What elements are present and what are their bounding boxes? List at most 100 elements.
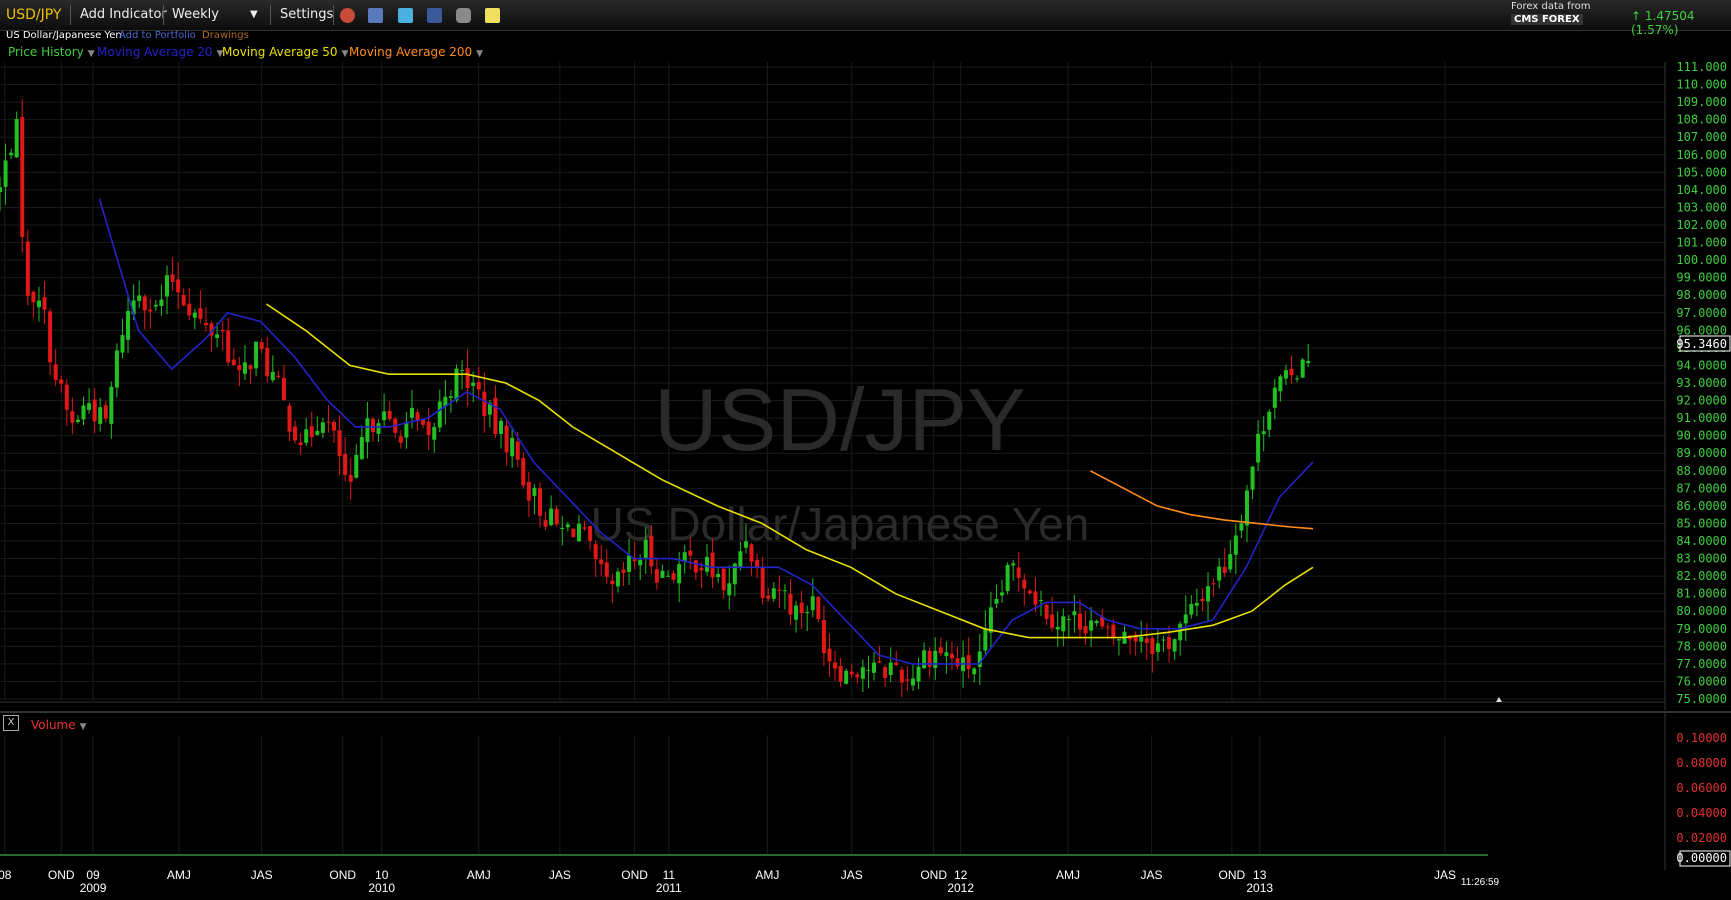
candle <box>25 229 30 306</box>
candle <box>499 417 504 449</box>
time-tick-label: 2009 <box>80 881 107 895</box>
candle <box>1066 614 1071 638</box>
calendar-icon[interactable] <box>368 8 383 23</box>
candle <box>888 647 893 683</box>
candle <box>1055 611 1060 647</box>
candle <box>799 590 804 629</box>
candle <box>760 556 765 605</box>
grid-lines <box>0 62 1666 855</box>
price-tick-label: 79.0000 <box>1676 622 1727 636</box>
volume-tick-label: 0.02000 <box>1676 831 1727 845</box>
legend-ma20[interactable]: Moving Average 20 ▼ <box>97 45 224 59</box>
candle <box>75 415 80 424</box>
candle <box>582 520 587 531</box>
add-indicator-button[interactable]: Add Indicator <box>80 7 167 22</box>
instrument-name: US Dollar/Japanese Yen <box>6 30 122 41</box>
candle <box>877 645 882 664</box>
time-readout: 11:26:59 <box>1461 877 1500 888</box>
candle <box>1228 539 1233 573</box>
forex-label: Forex data from <box>1511 1 1591 12</box>
drawings-link[interactable]: Drawings <box>202 30 249 41</box>
chevron-down-icon[interactable]: ▼ <box>250 9 258 20</box>
legend-ma200[interactable]: Moving Average 200 ▼ <box>349 45 484 59</box>
facebook-icon[interactable] <box>427 8 442 23</box>
last-volume-label: 0.00000 <box>1676 851 1727 865</box>
candle <box>543 511 548 531</box>
candle <box>571 528 576 538</box>
candle <box>332 419 337 444</box>
volume-tick-label: 0.08000 <box>1676 756 1727 770</box>
candle <box>92 387 97 434</box>
price-tick-label: 85.0000 <box>1676 516 1727 530</box>
last-volume-marker: 0.00000 <box>1676 850 1731 867</box>
price-tick-label: 83.0000 <box>1676 552 1727 566</box>
interval-dropdown[interactable]: Weekly <box>172 7 219 22</box>
candle <box>755 553 760 579</box>
moving-average-200-line <box>1089 470 1314 530</box>
price-tick-label: 109.000 <box>1676 95 1727 109</box>
candle <box>398 430 403 449</box>
candle <box>443 379 448 425</box>
candle <box>1172 638 1177 660</box>
candle <box>1044 603 1049 626</box>
candle <box>872 652 877 681</box>
candle <box>482 372 487 433</box>
candle <box>1289 355 1294 384</box>
candle <box>666 570 671 578</box>
add-to-portfolio-link[interactable]: Add to Portfolio <box>119 30 196 41</box>
candle <box>894 650 899 667</box>
time-tick-label: AMJ <box>167 868 191 882</box>
candle <box>1116 639 1121 656</box>
collapse-triangle-icon[interactable] <box>1496 697 1502 702</box>
candle <box>320 418 325 438</box>
candle <box>1072 594 1077 633</box>
symbol-selector[interactable]: USD/JPY <box>6 7 62 23</box>
time-tick-label: 2011 <box>656 881 682 895</box>
clock-icon[interactable] <box>340 8 355 23</box>
price-tick-label: 98.0000 <box>1676 288 1727 302</box>
price-tick-label: 75.0000 <box>1676 692 1727 706</box>
price-tick-label: 104.000 <box>1676 183 1727 197</box>
chevron-down-icon: ▼ <box>79 722 87 732</box>
price-tick-label: 94.0000 <box>1676 358 1727 372</box>
candle <box>855 672 860 684</box>
candle <box>276 370 281 379</box>
candle <box>448 389 453 413</box>
settings-button[interactable]: Settings <box>280 7 334 22</box>
note-icon[interactable] <box>485 8 500 23</box>
candle <box>1100 609 1105 629</box>
price-tick-label: 78.0000 <box>1676 639 1727 653</box>
candle <box>1272 378 1277 420</box>
candle <box>103 400 108 423</box>
close-volume-button[interactable]: X <box>3 715 19 731</box>
candle <box>610 573 615 604</box>
candle <box>365 401 370 459</box>
candle <box>170 257 175 291</box>
camera-icon[interactable] <box>456 8 471 23</box>
chevron-down-icon: ▼ <box>341 49 349 59</box>
volume-tick-label: 0.04000 <box>1676 806 1727 820</box>
legend-ma50[interactable]: Moving Average 50 ▼ <box>222 45 349 59</box>
price-change: ↑ 1.47504 (1.57%) <box>1631 9 1695 37</box>
candle <box>31 290 36 318</box>
candle <box>387 401 392 422</box>
legend-price-history[interactable]: Price History ▼ <box>8 45 95 59</box>
candle <box>766 587 771 602</box>
candle <box>1033 577 1038 612</box>
candle <box>370 416 375 443</box>
candle <box>1261 416 1266 452</box>
candle <box>87 388 92 414</box>
candle <box>192 308 197 330</box>
candle <box>682 545 687 574</box>
candle <box>704 544 709 576</box>
price-tick-label: 84.0000 <box>1676 534 1727 548</box>
price-tick-label: 87.0000 <box>1676 481 1727 495</box>
candle <box>231 348 236 366</box>
price-tick-label: 76.0000 <box>1676 674 1727 688</box>
time-tick-label: OND <box>621 868 648 882</box>
volume-tick-label: 0.06000 <box>1676 781 1727 795</box>
volume-label[interactable]: Volume ▼ <box>31 718 87 732</box>
twitter-icon[interactable] <box>398 8 413 23</box>
candle <box>699 562 704 588</box>
